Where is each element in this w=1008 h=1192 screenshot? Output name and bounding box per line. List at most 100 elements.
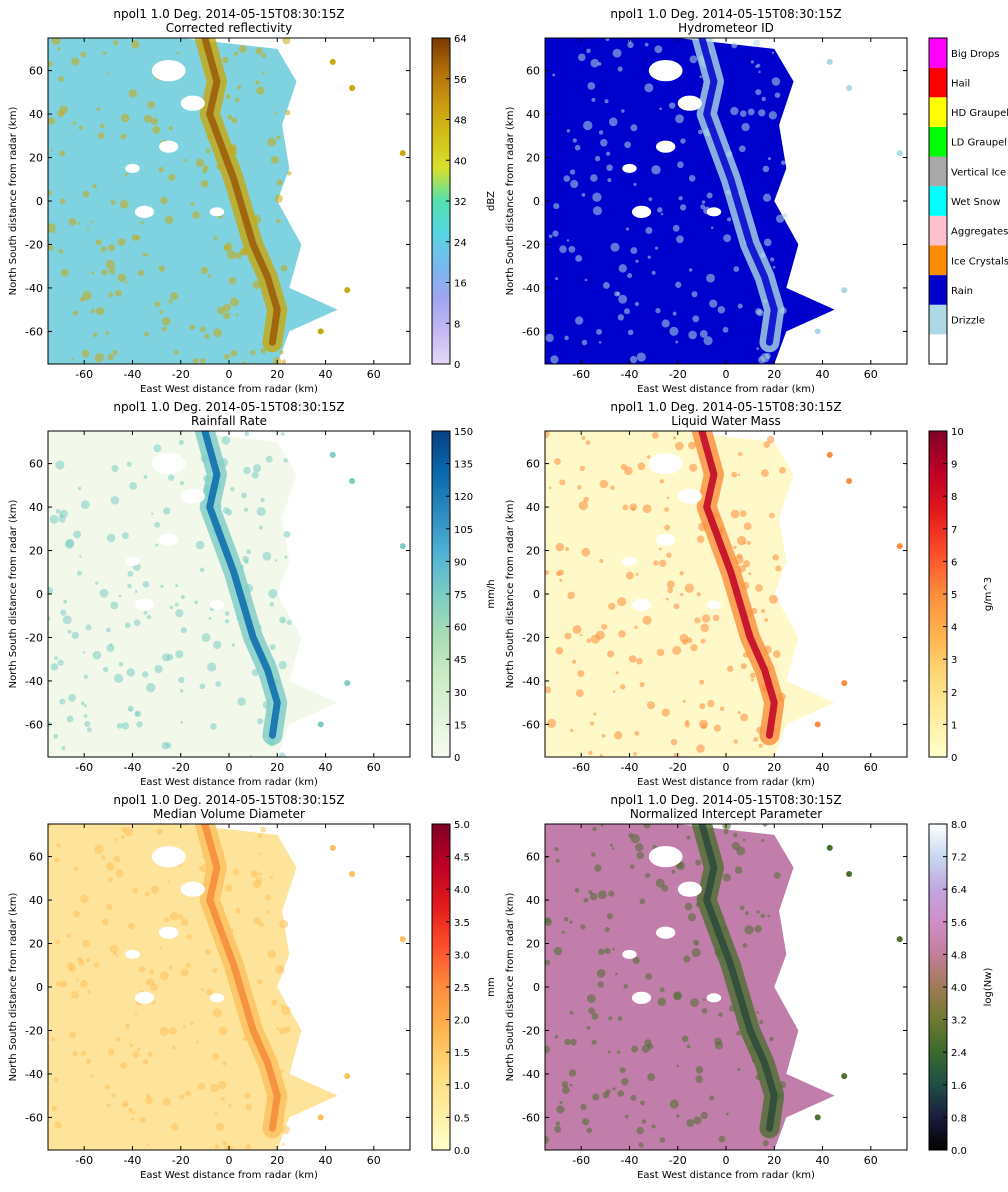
echo-cell [108,292,114,298]
echo-cell [181,918,189,926]
convective-core [201,38,281,346]
panel-title: npol1 1.0 Deg. 2014-05-15T08:30:15Z [113,400,344,414]
y-tick-label: -20 [25,631,43,644]
echo-cell [617,597,627,607]
echo-cell [566,239,570,242]
echo-cell [622,504,629,511]
echo-cell [634,625,638,629]
echo-cell [702,998,706,1001]
echo-cell [132,887,138,894]
echo-cell [235,97,240,103]
echo-cell [594,864,602,872]
echo-cell [610,843,614,847]
echo-cell [661,319,670,328]
echo-cell [61,746,66,751]
echo-cell [722,326,729,333]
echo-cell [592,192,602,202]
echo-cell [145,1096,153,1105]
echo-cell [555,1121,561,1126]
echo-cell [627,41,634,49]
echo-cell [666,552,672,558]
echo-cell [280,432,285,436]
echo-cell [814,328,821,335]
echo-cell [255,80,260,85]
y-tick-label: -20 [25,1024,43,1037]
echo-cell [221,435,231,445]
echo-cell [120,133,127,140]
echo-cell [194,600,199,605]
colorbar-tick-label: 150 [454,427,473,438]
echo-cell [676,235,684,244]
echo-cell [575,316,584,325]
echo-cell [555,647,564,655]
echo-cell [618,630,626,638]
echo-cell [100,123,105,129]
echo-cell [753,737,759,743]
colorbar-tick-label: 2.5 [454,983,470,994]
x-tick-label: 40 [319,761,333,774]
echo-cell [568,245,576,253]
echo-cell [764,618,769,623]
echo-cell [572,138,577,143]
echo-cell [826,58,833,65]
echo-cell [131,234,139,241]
colorbar-tick-label: 7 [951,525,957,536]
echo-cell [608,602,616,610]
echo-cell [212,1053,219,1060]
echo-cell [237,85,242,90]
echo-cell [641,1119,647,1124]
echo-cell [730,106,739,116]
echo-cell [701,200,706,204]
echo-cell [80,1050,87,1057]
y-axis-label: North South distance from radar (km) [505,893,516,1082]
echo-cell [87,990,91,994]
echo-cell [344,680,351,687]
echo-cell [762,165,770,173]
echo-cell [556,1105,565,1114]
echo-cell [740,713,749,722]
echo-cell [552,73,556,77]
colorbar-tick-label: 0.8 [951,1113,967,1124]
echo-cell [59,198,66,205]
echo-cell [635,572,639,576]
echo-cell [278,660,287,670]
colorbar-tick-label: 45 [454,655,467,666]
echo-cell [226,250,236,260]
colorbar-frame [431,430,451,758]
echo-cell [280,1004,284,1008]
echo-cell [699,75,703,79]
echo-cell [252,879,262,889]
echo-cell [570,1038,577,1046]
echo-cell [283,458,288,463]
echo-cell [569,1083,573,1087]
echo-cell [106,903,113,911]
echo-cell [780,160,786,165]
echo-cell [349,84,356,91]
echo-cell [601,623,608,630]
echo-cell [95,239,102,246]
echo-cell [222,1060,227,1066]
colorbar-tick-label: 0 [951,753,957,764]
echo-cell [645,872,651,879]
echo-cell [600,138,608,147]
echo-cell [630,1045,639,1053]
colorbar-tick-label: 90 [454,557,467,568]
colorbar: 0 1 2 3 4 5 6 7 8 9 10 g/m^3 [928,427,994,764]
colorbar-tick-label: 1.5 [454,1048,470,1059]
echo-cell [586,48,591,54]
echo-cell [106,533,116,543]
echo-cell [63,599,68,604]
echo-cell [771,77,781,86]
echo-cell [755,584,763,592]
echo-cell [739,110,747,117]
echo-cell [143,610,148,615]
echo-cell [598,948,605,955]
echo-cell [727,217,732,222]
echo-cell [200,326,206,333]
echo-cell [82,190,90,198]
echo-cell [71,991,79,999]
echo-cell [282,38,291,45]
echo-cell [620,463,627,471]
echo-cell [125,281,129,284]
echo-cell [673,992,681,1000]
